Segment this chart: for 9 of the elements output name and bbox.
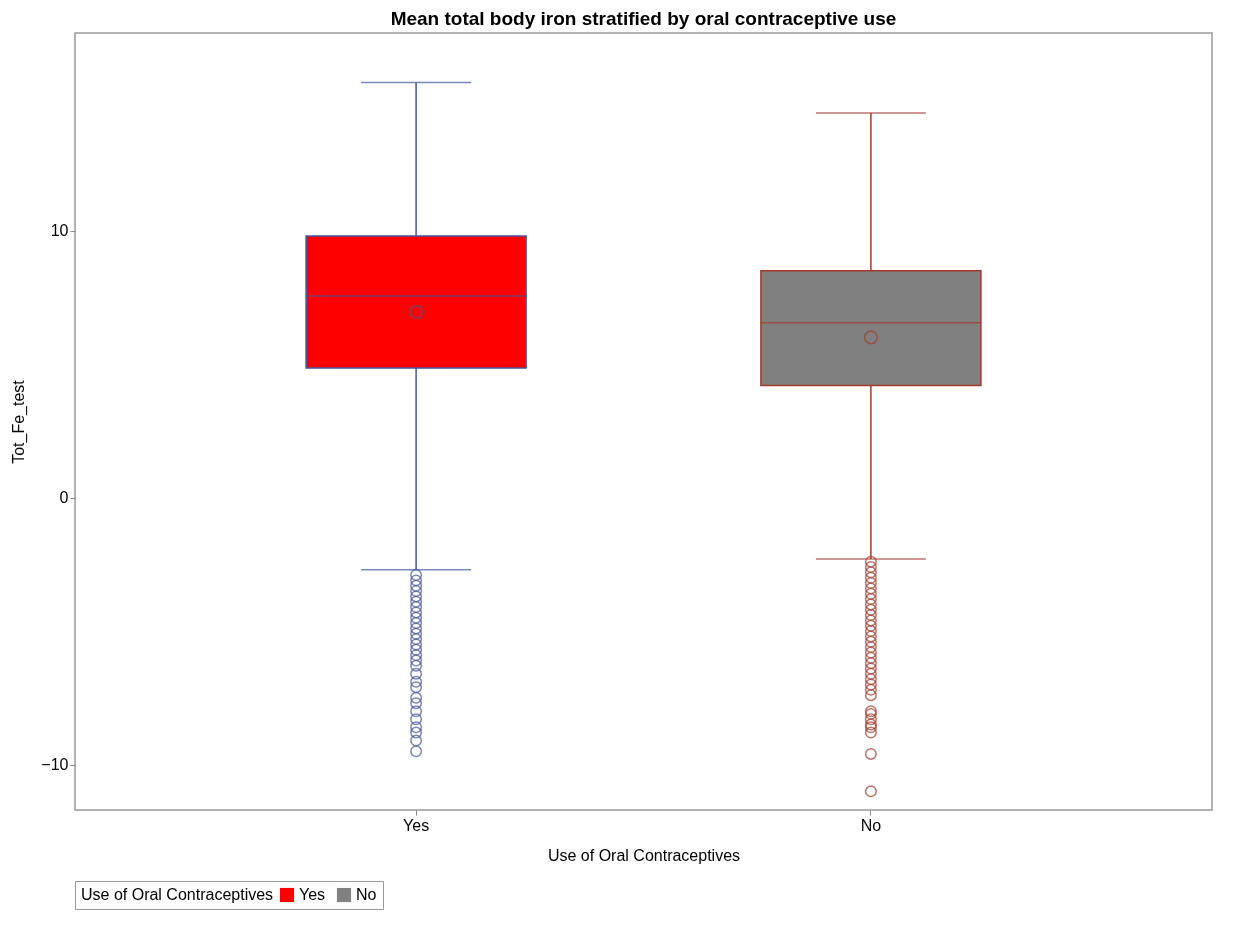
y-tick-label: 0 bbox=[59, 489, 69, 507]
legend-label: No bbox=[356, 886, 377, 903]
chart-title: Mean total body iron stratified by oral contraceptive use bbox=[390, 8, 897, 29]
y-axis-title: Tot_Fe_test bbox=[10, 379, 29, 464]
legend-label: Yes bbox=[299, 886, 326, 903]
x-axis-title: Use of Oral Contraceptives bbox=[547, 846, 741, 864]
legend-title: Use of Oral Contraceptives bbox=[81, 886, 274, 903]
y-tick-label: −10 bbox=[41, 756, 69, 774]
y-tick-label: 10 bbox=[50, 222, 69, 240]
